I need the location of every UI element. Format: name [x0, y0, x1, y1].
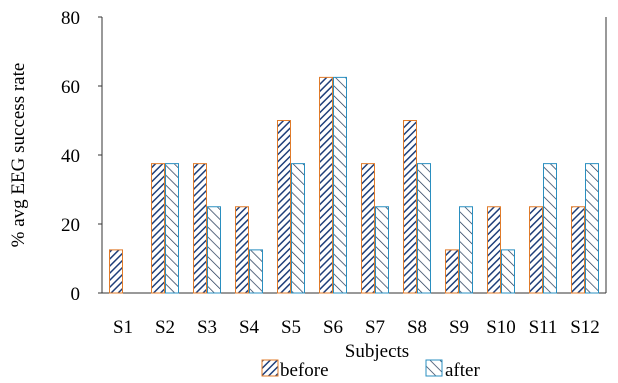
y-tick-label: 40: [61, 146, 80, 167]
x-tick-label: S10: [486, 317, 516, 338]
bar-before: [193, 163, 207, 294]
legend-label-after: after: [445, 360, 480, 381]
x-tick-label: S12: [570, 317, 600, 338]
x-axis-ticks: S1 S2 S3 S4 S5 S6 S7 S8 S9 S10 S11 S12: [113, 317, 600, 338]
bar-before: [487, 206, 501, 294]
bar-before: [361, 163, 375, 294]
bar-after: [585, 163, 599, 294]
bar-after: [417, 163, 431, 294]
x-tick-label: S4: [239, 317, 260, 338]
x-tick-label: S2: [155, 317, 175, 338]
bar-before: [109, 249, 123, 294]
bar-after: [249, 249, 263, 294]
bar-before: [151, 163, 165, 294]
y-tick-label: 60: [61, 77, 80, 98]
bar-after: [543, 163, 557, 294]
bars: [109, 76, 599, 294]
x-tick-label: S5: [281, 317, 301, 338]
bar-after: [375, 206, 389, 294]
y-axis-title: % avg EEG success rate: [8, 63, 29, 248]
bar-after: [291, 163, 305, 294]
x-tick-label: S3: [197, 317, 217, 338]
bar-before: [235, 206, 249, 294]
y-axis-ticks: 0 20 40 60 80: [61, 8, 102, 305]
bar-after: [459, 206, 473, 294]
bar-after: [165, 163, 179, 294]
y-tick-label: 0: [71, 284, 81, 305]
bar-before: [403, 120, 417, 294]
y-tick-label: 80: [61, 8, 80, 29]
legend-swatch-after: [425, 359, 443, 377]
x-tick-label: S9: [449, 317, 469, 338]
x-tick-label: S8: [407, 317, 427, 338]
bar-before: [445, 249, 459, 294]
bar-before: [319, 76, 333, 294]
bar-after: [333, 76, 347, 294]
x-tick-label: S7: [365, 317, 385, 338]
bar-after: [501, 249, 515, 294]
x-tick-label: S11: [529, 317, 558, 338]
legend-label-before: before: [280, 360, 329, 381]
bar-before: [277, 120, 291, 294]
x-axis-title: Subjects: [345, 341, 409, 362]
y-tick-label: 20: [61, 215, 80, 236]
x-tick-label: S1: [113, 317, 133, 338]
bar-before: [529, 206, 543, 294]
bar-after: [207, 206, 221, 294]
legend-swatch-before: [261, 359, 279, 377]
bar-before: [571, 206, 585, 294]
x-tick-label: S6: [323, 317, 343, 338]
legend: before after: [261, 359, 480, 381]
